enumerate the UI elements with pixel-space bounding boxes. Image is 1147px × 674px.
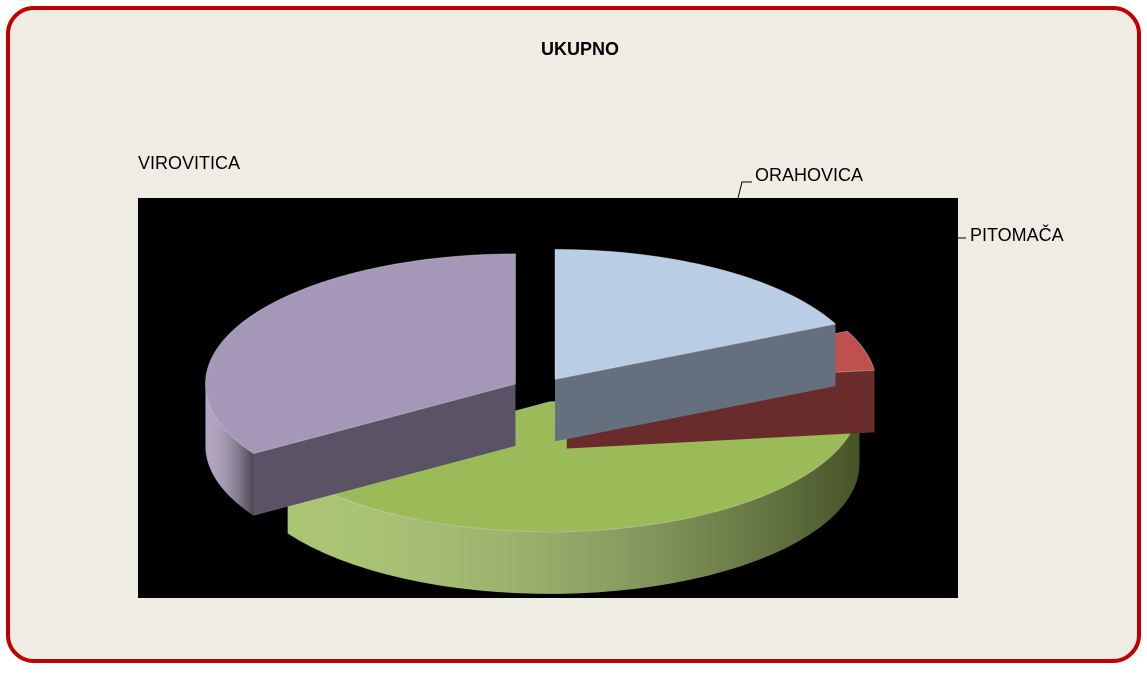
slice-top (204, 253, 516, 455)
slice-wall (253, 383, 516, 516)
chart-title: UKUPNO (541, 39, 619, 59)
slice (204, 253, 516, 516)
slice (554, 248, 837, 442)
slice-label: VIROVITICA (138, 153, 240, 173)
slice-side-shade (205, 383, 254, 516)
slice-wall (555, 324, 836, 442)
slice-label: ORAHOVICA (755, 165, 863, 185)
slice-wall-shade (555, 324, 836, 442)
slice-side-shade (287, 401, 860, 594)
slice-label: PITOMAČA (970, 224, 1064, 245)
slice-wall-shade (253, 383, 516, 516)
pie (204, 248, 876, 594)
slice-top (554, 248, 837, 380)
leader-line (737, 181, 752, 199)
leader-line (949, 237, 966, 249)
